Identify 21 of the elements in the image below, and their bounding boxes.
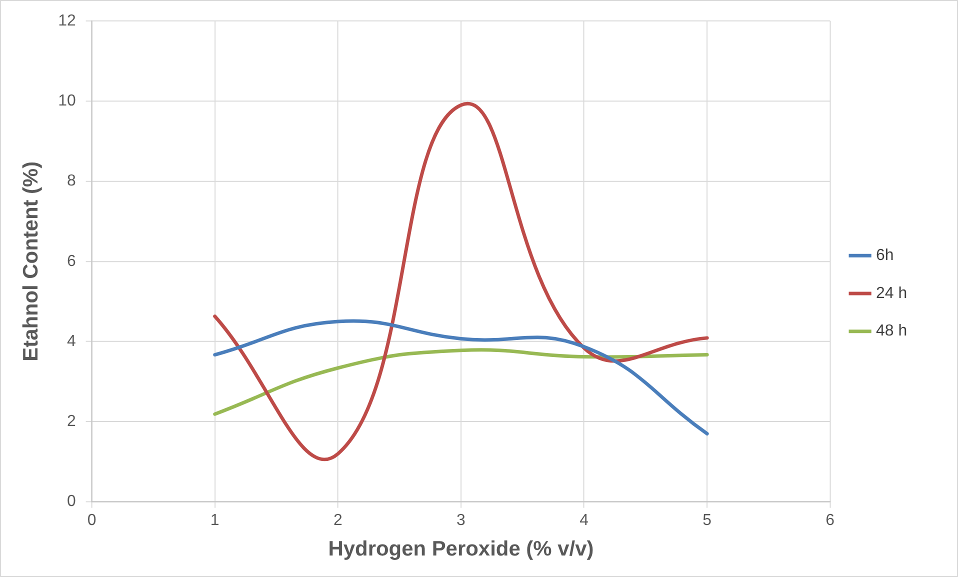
line-series [213, 348, 709, 416]
y-tick-label: 12 [58, 12, 76, 30]
y-tick-label: 8 [66, 172, 76, 190]
x-tick-label: 0 [87, 512, 96, 529]
line-series [213, 319, 709, 436]
legend-label: 48 h [876, 322, 908, 340]
y-tick-label: 2 [66, 413, 76, 430]
legend-label: 6h [876, 247, 894, 264]
x-tick-label: 4 [580, 512, 589, 529]
x-tick-label: 2 [333, 512, 342, 529]
x-tick-label: 1 [210, 512, 220, 529]
y-tick-label: 4 [66, 332, 76, 350]
x-tick-label: 3 [456, 512, 466, 529]
x-tick-label: 6 [826, 512, 835, 529]
y-axis-title: Etahnol Content (%) [19, 161, 42, 362]
x-tick-label: 5 [702, 512, 712, 529]
legend-label: 24 h [876, 284, 908, 302]
y-tick-label: 0 [66, 493, 76, 510]
y-tick-label: 10 [58, 92, 76, 110]
x-axis-title: Hydrogen Peroxide (% v/v) [328, 537, 594, 560]
y-tick-label: 6 [66, 252, 76, 270]
